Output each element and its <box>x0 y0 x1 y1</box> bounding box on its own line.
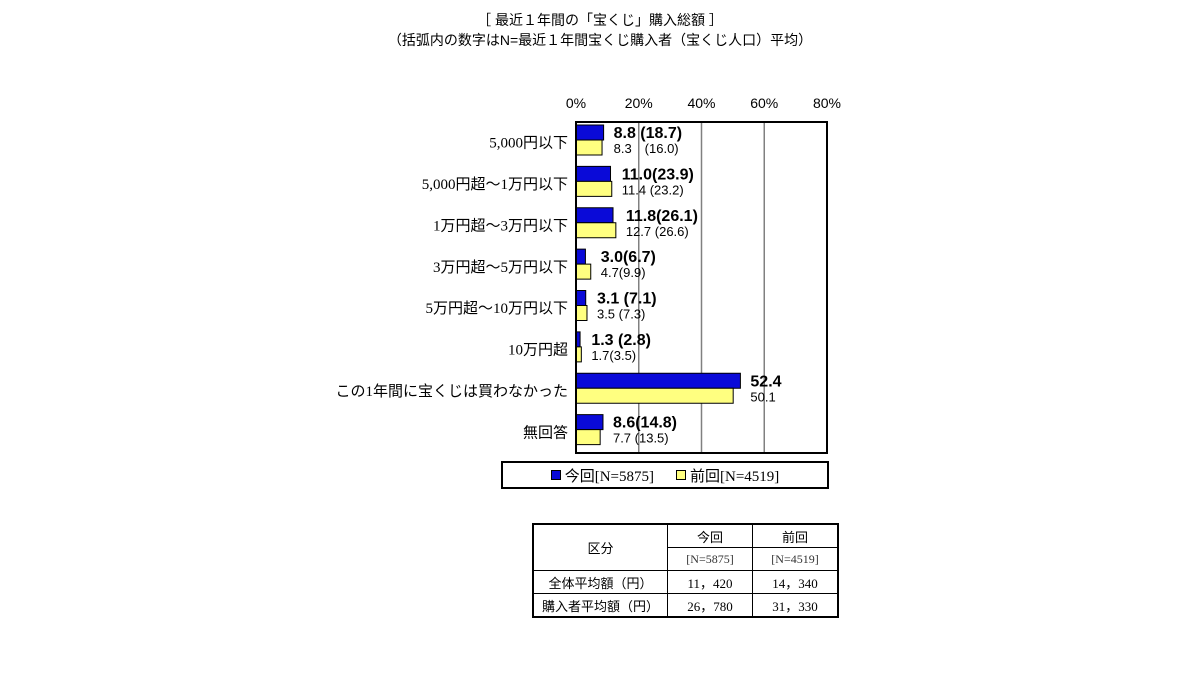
summary-n-current: [N=5875] <box>667 547 753 571</box>
legend-label-current: 今回[N=5875] <box>564 468 654 485</box>
data-label-current: 3.0(6.7) <box>601 249 656 266</box>
summary-header-previous: 前回 <box>752 523 839 548</box>
summary-row-previous: 14，340 <box>752 570 839 594</box>
summary-row-label: 全体平均額（円） <box>532 570 668 594</box>
x-tick-label: 80% <box>813 95 841 111</box>
legend-swatch-current <box>550 470 561 480</box>
data-label-current: 8.6(14.8) <box>613 415 677 432</box>
summary-row: 購入者平均額（円） 26，780 31，330 <box>532 593 839 618</box>
category-label: 3万円超～5万円以下 <box>433 259 568 276</box>
data-label-current: 52.4 <box>750 373 781 390</box>
bar-chart: 0% 20% 40% 60% 80% 8.8 (18.7)8.3 (16.0) 5,000円… <box>335 95 841 454</box>
summary-row-label: 購入者平均額（円） <box>532 593 668 618</box>
x-tick-label: 60% <box>750 95 778 111</box>
data-label-previous: 12.7 (26.6) <box>626 224 689 239</box>
x-tick-label: 40% <box>687 95 715 111</box>
summary-n-previous: [N=4519] <box>752 547 839 571</box>
category-label: 5,000円以下 <box>489 136 568 152</box>
bar-previous <box>575 429 601 446</box>
bar-current <box>575 165 612 182</box>
bar-previous <box>575 222 617 239</box>
data-label-previous: 3.5 (7.3) <box>597 307 645 322</box>
bar-current <box>575 290 587 306</box>
data-label-current: 11.0(23.9) <box>622 166 694 183</box>
x-tick-label: 20% <box>625 95 653 111</box>
legend-item-current: 今回[N=5875] <box>550 465 654 486</box>
data-label-previous: 50.1 <box>750 389 775 404</box>
data-label-current: 11.8(26.1) <box>626 208 698 225</box>
category-label: 5,000円超～1万円以下 <box>422 176 568 193</box>
category-label: 5万円超～10万円以下 <box>425 300 568 317</box>
data-label-previous: 1.7(3.5) <box>591 348 636 363</box>
summary-n-row: [N=5875] [N=4519] <box>533 547 839 571</box>
data-label-previous: 8.3 (16.0) <box>614 141 679 156</box>
bar-current <box>575 372 741 389</box>
plot-frame <box>575 121 828 454</box>
bar-previous <box>575 180 613 197</box>
legend: 今回[N=5875] 前回[N=4519] <box>501 461 829 489</box>
data-label-previous: 4.7(9.9) <box>601 265 646 280</box>
bar-previous <box>575 263 592 280</box>
bar-current <box>575 207 614 224</box>
x-tick-label: 0% <box>566 95 586 111</box>
summary-row-previous: 31，330 <box>752 593 839 618</box>
bar-previous <box>575 387 734 404</box>
category-label: 1万円超～3万円以下 <box>433 217 568 234</box>
summary-header-current: 今回 <box>667 523 753 548</box>
legend-label-previous: 前回[N=4519] <box>690 468 780 485</box>
chart-title: ［ 最近１年間の「宝くじ」購入総額 ］ <box>477 12 723 28</box>
data-label-current: 8.8 (18.7) <box>614 125 682 142</box>
legend-swatch-previous <box>676 470 686 480</box>
data-label-previous: 11.4 (23.2) <box>622 182 684 197</box>
bar-current <box>575 248 586 265</box>
summary-row-current: 26，780 <box>667 593 753 618</box>
bar-previous <box>575 305 588 321</box>
summary-table: 区分 今回 前回 [N=5875] [N=4519] 全体平均額（円） 11，4… <box>532 523 839 618</box>
data-label-previous: 7.7 (13.5) <box>613 431 669 446</box>
data-label-current: 3.1 (7.1) <box>597 291 657 308</box>
data-label-current: 1.3 (2.8) <box>591 332 651 349</box>
legend-item-previous: 前回[N=4519] <box>676 465 779 486</box>
category-label: 無回答 <box>523 424 568 441</box>
bar-current <box>575 124 605 141</box>
category-label: この1年間に宝くじは買わなかった <box>335 383 568 400</box>
summary-header-row: 区分 今回 前回 <box>532 523 839 571</box>
summary-header-label: 区分 <box>532 523 668 571</box>
chart-subtitle: （括弧内の数字はN=最近１年間宝くじ購入者（宝くじ人口）平均） <box>387 32 813 48</box>
bar-previous <box>575 139 603 156</box>
category-label: 10万円超 <box>508 342 568 359</box>
summary-row: 全体平均額（円） 11，420 14，340 <box>532 570 839 594</box>
summary-row-current: 11，420 <box>667 570 753 594</box>
bar-current <box>575 414 604 431</box>
